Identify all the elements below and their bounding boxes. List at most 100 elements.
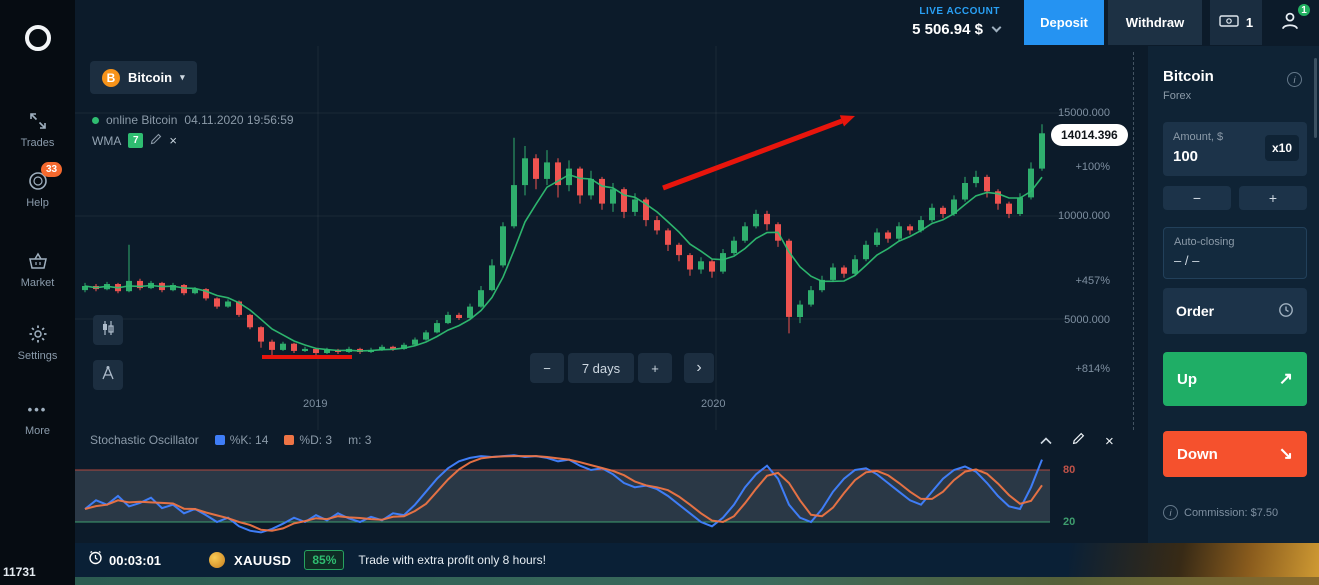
wma-indicator-row: WMA 7 × [92, 133, 177, 148]
m-label: m: 3 [348, 433, 372, 447]
sidebar-item-label: Market [20, 277, 55, 289]
sidebar-item-settings[interactable]: Settings [0, 323, 75, 362]
trade-panel: Bitcoin Forex i Amount, $ 100 x10 − + Au… [1148, 46, 1319, 543]
trades-count: 1 [1245, 15, 1254, 30]
percent-axis-label: +457% [1075, 275, 1110, 287]
close-icon[interactable]: × [1105, 432, 1114, 450]
autoclose-field[interactable]: Auto-closing – / – [1163, 227, 1307, 279]
amount-decrease-button[interactable]: − [1163, 186, 1231, 210]
k-label: %K: 14 [229, 433, 269, 447]
panel-divider[interactable] [1133, 52, 1134, 430]
help-count-badge: 33 [41, 162, 63, 177]
clock-icon [1278, 302, 1294, 321]
logo-button[interactable] [20, 20, 56, 56]
amount-field[interactable]: Amount, $ 100 x10 [1163, 122, 1307, 176]
percent-axis-label: +100% [1075, 161, 1110, 173]
sidebar-item-label: More [24, 425, 51, 437]
upper-level-label: 80 [1063, 464, 1076, 476]
profit-badge: 85% [304, 550, 345, 570]
drawing-tool-icon [100, 365, 116, 386]
promo-countdown: 00:03:01 [109, 552, 162, 568]
symbol-name: Bitcoin [128, 70, 173, 85]
chevron-down-icon: ▾ [180, 72, 185, 82]
alarm-clock-icon [88, 550, 103, 570]
symbol-selector[interactable]: B Bitcoin ▾ [90, 61, 197, 94]
x-axis-label: 2019 [303, 398, 328, 410]
indicator-period-badge: 7 [128, 133, 144, 148]
autoclose-value: – / – [1174, 253, 1200, 268]
withdraw-button[interactable]: Withdraw [1108, 0, 1202, 45]
status-asset: online Bitcoin [106, 113, 178, 127]
down-label: Down [1177, 445, 1218, 463]
olymp-logo-icon [24, 25, 51, 51]
gear-icon [0, 323, 75, 345]
status-time: 04.11.2020 19:56:59 [184, 113, 294, 127]
account-switcher[interactable]: LIVE ACCOUNT 5 506.94 $ [872, 6, 1002, 38]
stochastic-title: Stochastic Oscillator [90, 433, 199, 447]
trend-arrow-annotation[interactable] [662, 115, 855, 191]
info-icon[interactable]: i [1163, 505, 1178, 520]
price-chart-canvas[interactable] [75, 46, 1133, 430]
bottom-strip [75, 577, 1319, 585]
up-button[interactable]: Up ↗ [1163, 352, 1307, 406]
trades-icon [0, 110, 75, 132]
account-type-label: LIVE ACCOUNT [919, 6, 1000, 17]
chart-type-button[interactable] [93, 315, 123, 345]
chevron-down-icon [991, 22, 1002, 33]
stochastic-header: Stochastic Oscillator %K: 14 %D: 3 m: 3 [90, 433, 371, 447]
promo-gold-image [1069, 543, 1319, 577]
drawing-tools-button[interactable] [93, 360, 123, 390]
order-button[interactable]: Order [1163, 288, 1307, 334]
up-arrow-icon: ↗ [1278, 369, 1293, 388]
sidebar-item-more[interactable]: ••• More [0, 398, 75, 438]
timeframe-plus-button[interactable]: + [638, 353, 672, 383]
price-axis-label: 15000.000 [1058, 107, 1110, 119]
k-color-swatch [214, 435, 225, 445]
amount-increase-button[interactable]: + [1239, 186, 1307, 210]
gold-coin-icon [209, 552, 226, 568]
down-button[interactable]: Down ↘ [1163, 431, 1307, 477]
current-price-badge: 14014.396 [1051, 124, 1128, 146]
online-dot-icon [92, 116, 99, 124]
info-icon[interactable]: i [1287, 72, 1302, 87]
sidebar-item-help[interactable]: 33 Help [0, 162, 75, 209]
multiplier-chip[interactable]: x10 [1264, 135, 1299, 161]
panel-asset-type: Forex [1163, 90, 1192, 102]
sidebar-item-trades[interactable]: Trades [0, 110, 75, 149]
deposit-button[interactable]: Deposit [1024, 0, 1104, 45]
lower-level-label: 20 [1063, 516, 1076, 528]
sidebar-item-label: Settings [17, 350, 58, 362]
timeframe-label[interactable]: 7 days [568, 353, 634, 383]
autoclose-label: Auto-closing [1174, 236, 1235, 248]
banknote-icon [1219, 14, 1239, 31]
stochastic-chart-canvas[interactable] [75, 452, 1133, 543]
indicator-name: WMA [92, 133, 122, 148]
active-trades-tab[interactable]: 1 [1210, 0, 1262, 45]
sidebar-item-market[interactable]: Market [0, 250, 75, 289]
price-axis-label: 5000.000 [1064, 314, 1110, 326]
sidebar-item-label: Trades [20, 137, 55, 149]
sidebar-item-label: Help [26, 197, 49, 209]
edit-pencil-icon[interactable] [1072, 432, 1085, 450]
profile-button[interactable]: 1 [1264, 0, 1316, 45]
order-label: Order [1176, 303, 1215, 319]
up-label: Up [1177, 370, 1197, 388]
profile-icon [1279, 10, 1301, 35]
stochastic-band [75, 470, 1050, 522]
help-icon: 33 [0, 162, 75, 192]
panel-scrollbar[interactable] [1314, 58, 1317, 138]
promo-banner[interactable]: 00:03:01 XAUUSD 85% Trade with extra pro… [75, 543, 1319, 577]
promo-asset: XAUUSD [234, 552, 292, 568]
price-axis-label: 10000.000 [1058, 210, 1110, 222]
collapse-chevron-up-icon[interactable] [1040, 432, 1052, 450]
commission-row: i Commission: $7.50 [1163, 505, 1315, 520]
candlestick-tool-icon [100, 320, 116, 341]
scroll-right-button[interactable]: › [684, 353, 714, 383]
edit-pencil-icon[interactable] [150, 133, 162, 148]
percent-axis-label: +814% [1075, 363, 1110, 375]
notification-badge: 1 [1296, 2, 1312, 18]
close-icon[interactable]: × [169, 133, 177, 148]
timeframe-minus-button[interactable]: − [530, 353, 564, 383]
platform-id: 11731 [3, 565, 36, 579]
